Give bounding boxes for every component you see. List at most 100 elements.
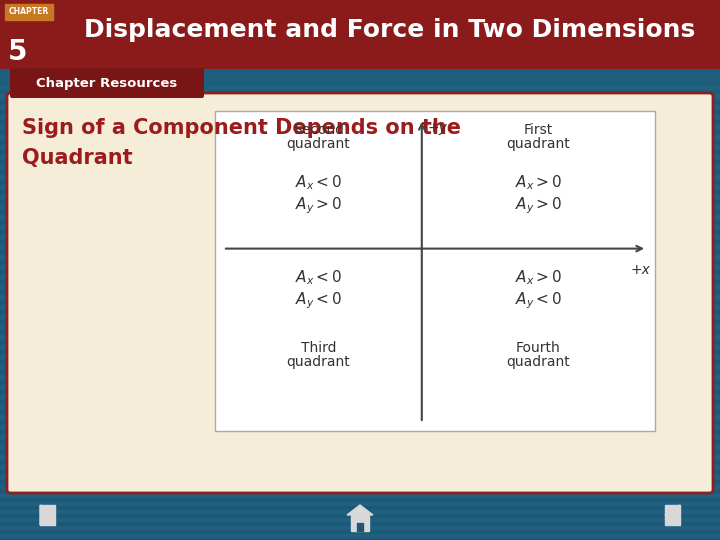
Bar (0, 80, 720, 85)
Polygon shape (40, 505, 55, 525)
Bar (0, 460, 720, 465)
Bar (0, 506, 720, 510)
Bar (0, 145, 720, 150)
Bar (0, 245, 720, 250)
Text: $A_y < 0$: $A_y < 0$ (294, 291, 342, 311)
Bar (0, 60, 720, 65)
Bar (0, 210, 720, 215)
Bar (0, 225, 720, 230)
Bar (0, 92, 720, 94)
Bar (0, 40, 720, 45)
Bar (665, 505, 680, 525)
Bar (0, 365, 720, 370)
Bar (0, 315, 720, 320)
Bar (0, 395, 720, 400)
Bar (0, 360, 720, 365)
Bar (0, 275, 720, 280)
Text: quadrant: quadrant (507, 137, 570, 151)
Bar (0, 265, 720, 270)
Bar (0, 75, 720, 80)
Bar (0, 518, 720, 522)
Bar (0, 0, 720, 68)
Bar (0, 15, 720, 20)
Bar (0, 255, 720, 260)
Bar (0, 270, 720, 275)
Bar (0, 330, 720, 335)
Bar (0, 130, 720, 135)
Bar (0, 510, 720, 515)
Bar (0, 70, 720, 75)
Bar (0, 305, 720, 310)
Bar (0, 55, 720, 60)
Bar (0, 415, 720, 420)
Text: 5: 5 (8, 38, 28, 66)
Bar (0, 155, 720, 160)
Bar (0, 300, 720, 305)
Bar (0, 430, 720, 435)
Bar (0, 160, 720, 165)
Text: $A_x > 0$: $A_x > 0$ (515, 268, 562, 287)
Text: $A_x > 0$: $A_x > 0$ (515, 173, 562, 192)
Bar (0, 185, 720, 190)
Bar (0, 494, 720, 498)
Text: $A_y > 0$: $A_y > 0$ (294, 195, 342, 215)
Text: quadrant: quadrant (287, 355, 350, 369)
Bar (0, 510, 720, 514)
Text: $A_y < 0$: $A_y < 0$ (515, 291, 562, 311)
Bar (0, 345, 720, 350)
Bar (0, 420, 720, 425)
Bar (0, 85, 720, 90)
Text: $A_x < 0$: $A_x < 0$ (294, 268, 342, 287)
Bar (0, 80, 720, 82)
Bar (0, 522, 720, 526)
Bar (0, 65, 720, 70)
Bar (0, 526, 720, 530)
Text: $A_y > 0$: $A_y > 0$ (515, 195, 562, 215)
Bar (0, 355, 720, 360)
Bar (0, 135, 720, 140)
Bar (0, 470, 720, 475)
Bar (0, 10, 720, 15)
Bar (0, 170, 720, 175)
Text: quadrant: quadrant (507, 355, 570, 369)
Bar (0, 115, 720, 120)
Bar (0, 335, 720, 340)
Bar (0, 350, 720, 355)
Text: CHAPTER: CHAPTER (9, 8, 49, 17)
Bar (40, 505, 55, 525)
Bar (0, 290, 720, 295)
Text: $A_x < 0$: $A_x < 0$ (294, 173, 342, 192)
Bar (0, 370, 720, 375)
Bar (0, 435, 720, 440)
Bar (0, 105, 720, 110)
Bar (0, 320, 720, 325)
FancyBboxPatch shape (10, 68, 204, 98)
Bar (0, 235, 720, 240)
Bar (0, 340, 720, 345)
Bar (0, 450, 720, 455)
Bar (0, 520, 720, 525)
Bar (0, 35, 720, 40)
Bar (0, 260, 720, 265)
Bar (0, 165, 720, 170)
Text: Displacement and Force in Two Dimensions: Displacement and Force in Two Dimensions (84, 18, 696, 42)
Bar (0, 534, 720, 538)
Polygon shape (665, 505, 680, 525)
Bar (0, 125, 720, 130)
Bar (0, 20, 720, 25)
Bar (0, 76, 720, 78)
Bar (0, 215, 720, 220)
Bar (0, 505, 720, 510)
Bar (0, 285, 720, 290)
Bar (0, 50, 720, 55)
Bar (0, 220, 720, 225)
Text: Third: Third (301, 341, 336, 355)
Bar (0, 150, 720, 155)
Bar (0, 530, 720, 535)
Bar (0, 195, 720, 200)
FancyBboxPatch shape (7, 93, 713, 493)
Bar (0, 68, 720, 70)
Bar (0, 250, 720, 255)
Bar (0, 110, 720, 115)
Bar (0, 240, 720, 245)
